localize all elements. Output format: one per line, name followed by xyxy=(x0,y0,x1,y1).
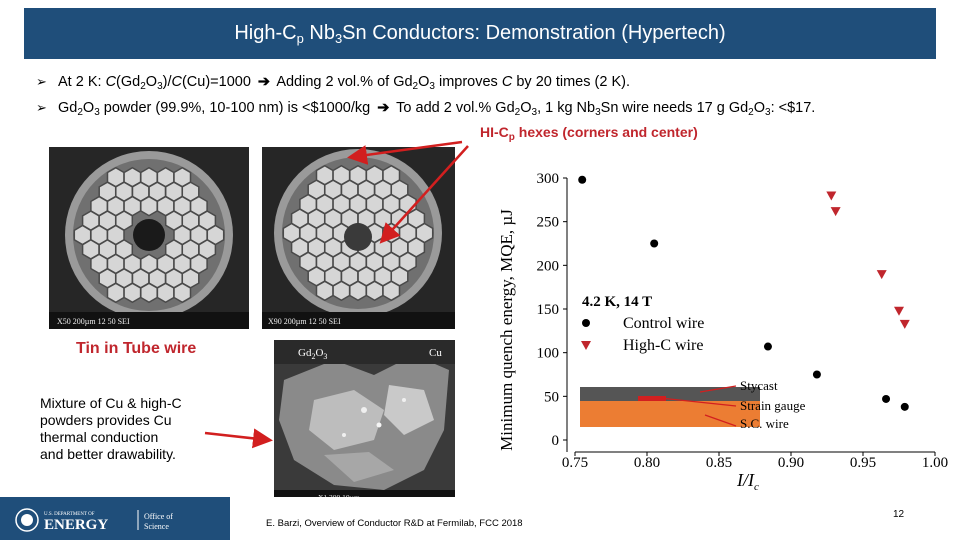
annotation-sc-wire: S.C. wire xyxy=(740,416,789,431)
implies-arrow-icon: ➔ xyxy=(257,74,271,90)
legend-header: 4.2 K, 14 T xyxy=(582,294,652,310)
hi-cp-hexes-label: HI-Cp hexes (corners and center) xyxy=(480,124,698,143)
high-c-wire-point xyxy=(899,319,910,329)
x-tick-label: 0.95 xyxy=(850,455,876,471)
cu-region-label: Cu xyxy=(429,347,442,359)
bullet-1: ➢ At 2 K: C(Gd2O3)/C(Cu)=1000 ➔ Adding 2… xyxy=(36,71,936,97)
svg-text:ENERGY: ENERGY xyxy=(44,517,108,533)
x-tick-label: 0.80 xyxy=(634,455,660,471)
y-tick-label: 0 xyxy=(552,433,560,449)
x-tick-label: 1.00 xyxy=(922,455,948,471)
high-c-wire-point xyxy=(876,270,887,280)
control-wire-point xyxy=(650,239,659,248)
svg-text:Office of: Office of xyxy=(144,512,173,521)
high-c-wire-point xyxy=(894,306,904,316)
sem-image-powder-mixture: Gd2O3 Cu X1,300 10µm xyxy=(274,340,455,504)
mqe-chart: Stycast Strain gauge S.C. wire 0.75 0.80 0… xyxy=(490,160,950,500)
arrow-to-powder-image xyxy=(204,428,273,449)
annotation-stycast: Stycast xyxy=(740,378,778,393)
high-c-wire-point xyxy=(830,207,841,217)
chart-legend: Control wire High-C wire xyxy=(581,315,704,354)
y-tick-label: 100 xyxy=(537,346,560,362)
mixture-line-3: thermal conduction xyxy=(40,429,159,445)
strain-gauge-layer xyxy=(638,396,666,401)
slide-title: High-Cp Nb3Sn Conductors: Demonstration … xyxy=(234,21,726,46)
control-wire-point xyxy=(812,370,821,379)
control-wire-point xyxy=(882,394,891,403)
x-axis-label: I/Ic xyxy=(736,470,759,493)
doe-office-of-science-logo: U.S. DEPARTMENT OF ENERGY Office of Scie… xyxy=(14,507,184,533)
arrow-to-corner-hex xyxy=(347,140,463,165)
bullet-2: ➢ Gd2O3 powder (99.9%, 10-100 nm) is <$1… xyxy=(36,97,936,123)
arrow-bullet-icon: ➢ xyxy=(36,74,47,89)
page-number: 12 xyxy=(893,509,905,520)
sem-image-high-c-wire: X90 200µm 12 50 SEI xyxy=(262,147,455,329)
annotation-strain-gauge: Strain gauge xyxy=(740,398,806,413)
control-wire-point xyxy=(900,402,909,411)
svg-text:U.S. DEPARTMENT OF: U.S. DEPARTMENT OF xyxy=(44,512,95,517)
mixture-line-2: powders provides Cu xyxy=(40,412,172,428)
chart-ticks: 0.75 0.80 0.85 0.90 0.95 1.00 0 50 100 150 200 250 3… xyxy=(537,171,949,471)
arrow-to-center-hex xyxy=(379,145,469,244)
y-tick-label: 50 xyxy=(544,389,559,405)
legend-marker-high-c xyxy=(581,341,591,350)
y-tick-label: 200 xyxy=(537,258,560,274)
citation-text: E. Barzi, Overview of Conductor R&D at F… xyxy=(262,517,527,530)
stycast-layer xyxy=(580,387,760,401)
control-wire-point xyxy=(763,342,772,351)
y-axis-label: Minimum quench energy, MQE, µJ xyxy=(497,209,516,451)
svg-text:Science: Science xyxy=(144,522,169,531)
legend-label: High-C wire xyxy=(623,337,703,354)
sem1-caption: X50 200µm 12 50 SEI xyxy=(57,317,130,326)
implies-arrow-icon: ➔ xyxy=(377,100,390,116)
gd2o3-region-label: Gd2O3 xyxy=(298,347,327,361)
mixture-note: Mixture of Cu & high-C powders provides … xyxy=(40,395,270,463)
x-tick-label: 0.90 xyxy=(778,455,804,471)
mixture-line-4: and better drawability. xyxy=(40,446,176,462)
mixture-line-1: Mixture of Cu & high-C xyxy=(40,395,182,411)
y-tick-label: 250 xyxy=(537,215,560,231)
sem-image-control-wire: X50 200µm 12 50 SEI xyxy=(49,147,249,329)
high-c-wire-point xyxy=(826,191,837,201)
slide-title-bar: High-Cp Nb3Sn Conductors: Demonstration … xyxy=(24,8,936,59)
y-tick-label: 300 xyxy=(537,171,560,187)
sc-wire-layer xyxy=(580,401,760,427)
arrow-bullet-icon: ➢ xyxy=(36,100,47,115)
chart-annotation-arrows xyxy=(659,385,737,427)
chart-plot-area: Stycast Strain gauge S.C. wire 0.75 0.80 0… xyxy=(537,171,949,471)
x-tick-label: 0.85 xyxy=(706,455,732,471)
bullet-list: ➢ At 2 K: C(Gd2O3)/C(Cu)=1000 ➔ Adding 2… xyxy=(36,71,936,123)
sem2-caption: X90 200µm 12 50 SEI xyxy=(268,317,341,326)
y-tick-label: 150 xyxy=(537,302,560,318)
tin-in-tube-label: Tin in Tube wire xyxy=(76,340,197,357)
x-tick-label: 0.75 xyxy=(562,455,588,471)
control-wire-point xyxy=(578,175,587,184)
legend-marker-control xyxy=(582,319,590,327)
chart-marks xyxy=(578,175,910,411)
legend-label: Control wire xyxy=(623,315,704,332)
